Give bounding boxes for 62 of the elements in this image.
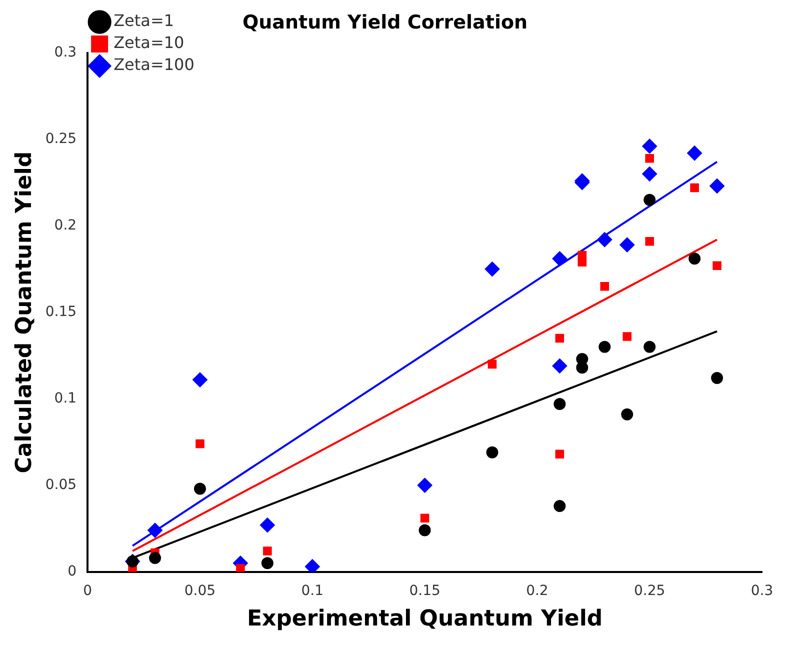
legend-label: Zeta=1 — [114, 11, 174, 30]
point — [261, 557, 274, 570]
x-tick-label: 0 — [83, 582, 92, 599]
point — [260, 518, 275, 533]
point — [688, 252, 701, 265]
legend-label: Zeta=100 — [114, 55, 194, 74]
point — [644, 340, 656, 353]
y-tick-label: 0 — [68, 563, 77, 580]
x-tick-label: 0.2 — [526, 582, 548, 599]
x-tick-label: 0.05 — [184, 582, 216, 599]
point — [554, 500, 566, 512]
point — [578, 258, 587, 267]
point — [622, 332, 632, 341]
x-tick-label: 0.3 — [750, 582, 774, 599]
point — [642, 166, 658, 182]
point — [196, 439, 204, 448]
point — [600, 282, 610, 291]
point — [194, 482, 206, 495]
point — [598, 340, 611, 353]
x-tick-label: 0.1 — [301, 582, 324, 599]
point — [690, 183, 699, 192]
point — [417, 478, 432, 493]
point — [645, 236, 654, 246]
point — [620, 237, 635, 252]
x-tick-label: 0.15 — [409, 582, 440, 599]
y-tick-label: 0.1 — [54, 390, 77, 406]
point — [420, 514, 430, 523]
point — [418, 524, 431, 536]
x-tick-label: 0.25 — [634, 582, 666, 599]
y-tick-label: 0.3 — [54, 44, 77, 60]
point — [576, 362, 588, 374]
point — [555, 450, 564, 459]
point — [263, 546, 272, 556]
point — [148, 522, 163, 538]
point — [642, 138, 658, 154]
point — [644, 194, 656, 206]
x-axis-title: Experimental Quantum Yield — [246, 606, 603, 632]
point — [149, 552, 162, 564]
point — [552, 358, 568, 374]
point — [687, 146, 702, 161]
point — [710, 178, 725, 194]
point — [597, 232, 612, 248]
y-tick-label: 0.15 — [45, 304, 77, 320]
point — [555, 334, 564, 343]
point — [236, 564, 245, 572]
point — [645, 154, 654, 163]
point — [304, 559, 320, 572]
point — [712, 261, 722, 270]
point — [486, 446, 498, 458]
point — [711, 372, 724, 384]
y-axis-title: Calculated Quantum Yield — [12, 151, 37, 474]
point — [554, 398, 566, 410]
point — [192, 372, 208, 388]
legend-label: Zeta=10 — [114, 33, 184, 52]
point — [484, 262, 500, 277]
y-tick-label: 0.05 — [45, 476, 77, 493]
y-tick-label: 0.2 — [54, 217, 77, 234]
point — [552, 251, 568, 266]
chart-title: Quantum Yield Correlation — [242, 11, 528, 34]
point — [621, 408, 634, 420]
y-tick-label: 0.25 — [45, 130, 77, 147]
point — [488, 360, 497, 369]
